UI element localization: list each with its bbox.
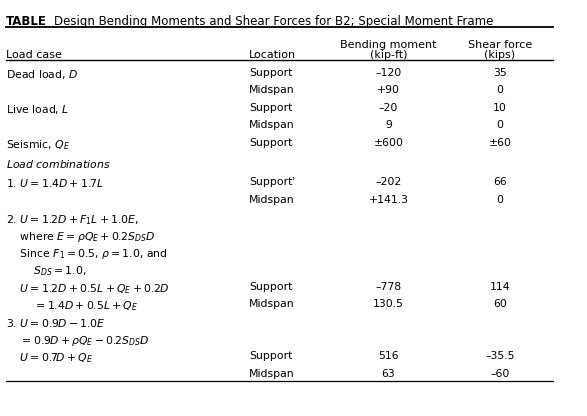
Text: Support: Support	[249, 139, 292, 149]
Text: Since $F_1 = 0.5$, $\rho = 1.0$, and: Since $F_1 = 0.5$, $\rho = 1.0$, and	[6, 248, 168, 261]
Text: Midspan: Midspan	[249, 299, 295, 309]
Text: 63: 63	[382, 369, 395, 379]
Text: 114: 114	[490, 282, 510, 292]
Text: Seismic, $Q_E$: Seismic, $Q_E$	[6, 139, 70, 152]
Text: –20: –20	[379, 103, 398, 113]
Text: Dead load, $\mathit{D}$: Dead load, $\mathit{D}$	[6, 68, 79, 81]
Text: $= 1.4D + 0.5L + Q_E$: $= 1.4D + 0.5L + Q_E$	[6, 299, 139, 313]
Text: –35.5: –35.5	[485, 352, 515, 362]
Text: Support: Support	[249, 352, 292, 362]
Text: –60: –60	[490, 369, 510, 379]
Text: ±60: ±60	[488, 139, 511, 149]
Text: 1. $U = 1.4D + 1.7L$: 1. $U = 1.4D + 1.7L$	[6, 177, 104, 189]
Text: +141.3: +141.3	[369, 195, 409, 205]
Text: 9: 9	[385, 120, 392, 130]
Text: Midspan: Midspan	[249, 85, 295, 95]
Text: Support: Support	[249, 68, 292, 78]
Text: Location: Location	[249, 50, 296, 60]
Text: Midspan: Midspan	[249, 195, 295, 205]
Text: Shear force: Shear force	[468, 40, 532, 50]
Text: Midspan: Midspan	[249, 369, 295, 379]
Text: 130.5: 130.5	[373, 299, 404, 309]
Text: 0: 0	[497, 195, 504, 205]
Text: ±600: ±600	[373, 139, 403, 149]
Text: Design Bending Moments and Shear Forces for B2; Special Moment Frame: Design Bending Moments and Shear Forces …	[53, 15, 493, 28]
Text: 3. $U = 0.9D - 1.0E$: 3. $U = 0.9D - 1.0E$	[6, 317, 106, 329]
Text: $U = 1.2D + 0.5L + Q_E + 0.2D$: $U = 1.2D + 0.5L + Q_E + 0.2D$	[6, 282, 170, 296]
Text: Support: Support	[249, 282, 292, 292]
Text: (kip-ft): (kip-ft)	[370, 50, 407, 60]
Text: $U = 0.7D + Q_E$: $U = 0.7D + Q_E$	[6, 352, 93, 365]
Text: +90: +90	[377, 85, 400, 95]
Text: Supportʾ: Supportʾ	[249, 177, 296, 187]
Text: TABLE: TABLE	[6, 15, 47, 28]
Text: 516: 516	[378, 352, 399, 362]
Text: 10: 10	[493, 103, 507, 113]
Text: –120: –120	[375, 68, 402, 78]
Text: 35: 35	[493, 68, 507, 78]
Text: $S_{DS} = 1.0$,: $S_{DS} = 1.0$,	[6, 265, 87, 278]
Text: 60: 60	[493, 299, 507, 309]
Text: Load case: Load case	[6, 50, 62, 60]
Text: $= 0.9D + \rho Q_E - 0.2S_{DS}D$: $= 0.9D + \rho Q_E - 0.2S_{DS}D$	[6, 334, 150, 348]
Text: Live load, $\mathit{L}$: Live load, $\mathit{L}$	[6, 103, 69, 116]
Text: –202: –202	[375, 177, 402, 187]
Text: (kips): (kips)	[484, 50, 515, 60]
Text: where $E = \rho Q_E + 0.2S_{DS}D$: where $E = \rho Q_E + 0.2S_{DS}D$	[6, 230, 156, 244]
Text: $\mathit{Load\ combinations}$: $\mathit{Load\ combinations}$	[6, 158, 111, 170]
Text: 0: 0	[497, 85, 504, 95]
Text: –778: –778	[376, 282, 402, 292]
Text: 66: 66	[493, 177, 507, 187]
Text: Midspan: Midspan	[249, 120, 295, 130]
Text: 2. $U = 1.2D + F_1L + 1.0E,$: 2. $U = 1.2D + F_1L + 1.0E,$	[6, 213, 139, 227]
Text: Support: Support	[249, 103, 292, 113]
Text: 0: 0	[497, 120, 504, 130]
Text: Bending moment: Bending moment	[340, 40, 437, 50]
